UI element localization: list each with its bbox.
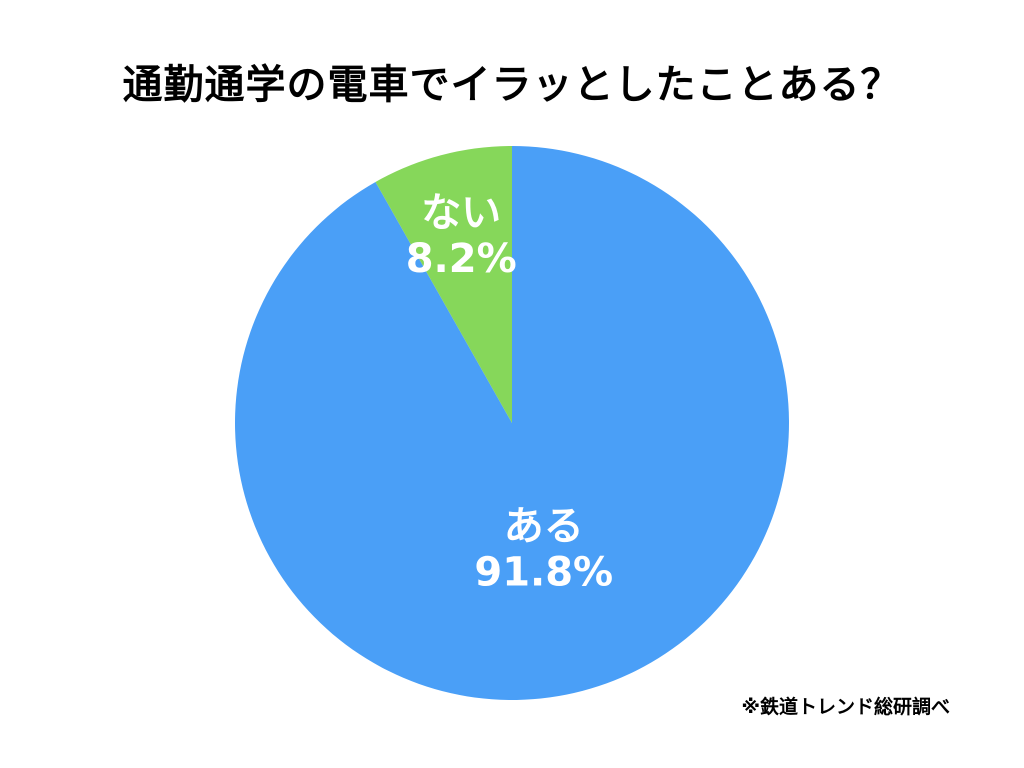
slice-label-2: ない	[421, 190, 501, 236]
slice-label-1: ある	[504, 504, 584, 550]
pie-slice-2	[375, 146, 512, 423]
pie-slices	[234, 146, 790, 700]
slice-value-label-2: 8.2%	[406, 236, 517, 282]
chart-title: 通勤通学の電車でイラッとしたことある？	[122, 62, 902, 108]
slice-value-label-1: 91.8%	[474, 550, 613, 596]
source-note: ※鉄道トレンド総研調べ	[741, 696, 950, 718]
